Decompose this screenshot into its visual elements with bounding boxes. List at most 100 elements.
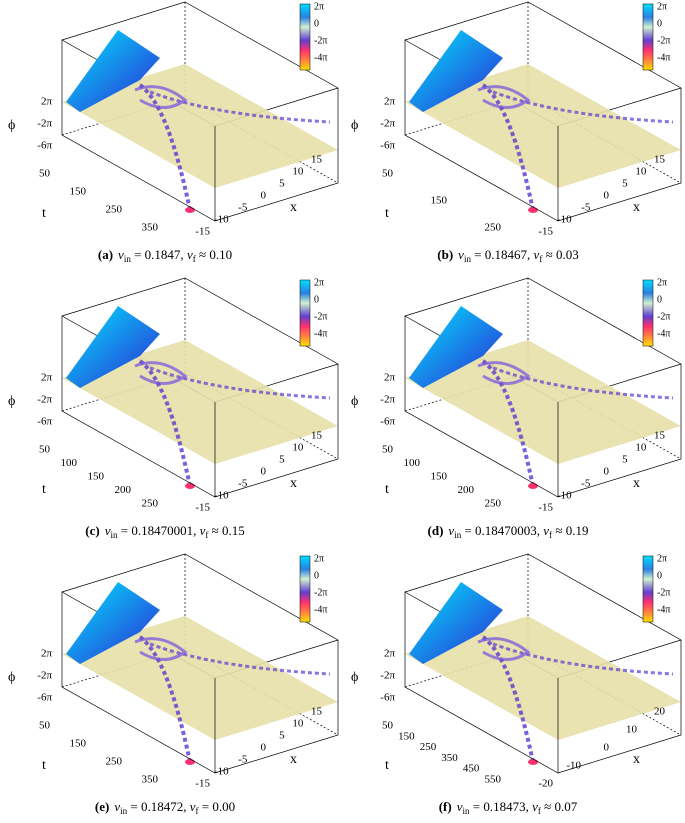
surface [405,340,681,464]
panel: 2π0-2π-4π2π-2π-6πϕ50150250350t151050-5-1… [8,1,339,264]
kink-trail [492,366,674,400]
x-axis-label: x [633,200,640,215]
x-tick-label: 5 [279,178,285,190]
x-tick-label: 15 [654,154,666,166]
colorbar-label: -2π [314,311,327,322]
x-tick-label: -5 [238,478,248,490]
surface [405,616,681,740]
t-axis-label: t [385,206,389,221]
caption-part: (a) [98,247,113,262]
t-tick-label: 200 [458,484,475,496]
x-tick-label: -5 [581,478,591,490]
phi-tick-label: 2π [41,96,53,108]
caption-part: v [105,523,111,538]
colorbar-label: -2π [657,587,670,598]
x-tick-label: 5 [279,730,285,742]
t-tick-label: 150 [398,730,415,742]
colorbar-label: -2π [314,587,327,598]
kink-trail [149,642,331,676]
phi-axis-label: ϕ [8,394,15,409]
colorbar-label: -2π [657,35,670,46]
spike [528,483,538,489]
bounce-region [134,85,188,109]
t-axis-label: t [42,758,46,773]
caption-part: v [532,799,538,814]
colorbar-label: 0 [314,294,319,305]
t-tick-label: 150 [431,471,448,483]
caption-part: = 0.18472, [127,799,190,814]
spike [528,207,538,213]
x-tick-label: 5 [622,178,628,190]
caption-part: v [200,523,206,538]
phi-axis-label: ϕ [8,118,15,133]
caption-part: f [539,254,542,264]
t-axis-label: t [385,758,389,773]
x-tick-label: -5 [238,202,248,214]
colorbar-label: 2π [657,1,667,12]
caption-part: f [196,806,199,816]
phi-tick-label: -2π [380,394,395,406]
phi-tick-label: 2π [384,372,396,384]
t-tick-label: 50 [382,720,394,732]
caption-part: in [124,254,132,264]
colorbar-label: -4π [314,604,327,615]
t-tick-label: 50 [382,168,394,180]
x-axis-label: x [290,200,297,215]
phi-tick-label: -6π [37,692,52,704]
phi-tick-label: -6π [380,140,395,152]
kink-trail [481,635,535,763]
t-tick-label: 250 [420,741,437,753]
colorbar [299,3,311,71]
t-tick-label: 150 [431,195,448,207]
caption-part: = 0.18470001, [117,523,199,538]
kink-trail [138,83,192,211]
caption-part: in [110,530,118,540]
colorbar-label: -4π [657,604,670,615]
x-tick-label: 10 [626,724,638,736]
phi-tick-label: 2π [41,372,53,384]
kink-trail [481,359,535,487]
caption-part: ≈ 0.10 [196,247,232,262]
t-tick-label: 250 [485,222,502,234]
x-tick-label: -5 [581,202,591,214]
caption-part: in [120,806,128,816]
soliton-blob [409,306,503,388]
caption-part: = 0.00 [199,799,236,814]
spike [185,483,195,489]
colorbar [299,555,311,623]
caption-part: v [457,799,463,814]
x-tick-label: 10 [635,442,647,454]
x-tick-label: 5 [279,454,285,466]
x-tick-label: 15 [654,430,666,442]
caption: (c) vin = 0.18470001, vf ≈ 0.15 [85,523,245,540]
colorbar [299,279,311,347]
soliton-blob [66,582,160,664]
colorbar-label: 0 [314,570,319,581]
colorbar [642,3,654,71]
t-tick-label: 150 [88,471,105,483]
surface [62,616,338,740]
kink-trail [492,642,674,676]
x-tick-label: -15 [195,778,210,790]
kink-trail [138,359,192,487]
t-axis-label: t [42,482,46,497]
caption-part: (e) [95,799,109,814]
x-tick-label: 0 [604,190,610,202]
caption-part: v [114,799,120,814]
caption: (e) vin = 0.18472, vf = 0.00 [95,799,235,816]
colorbar-label: 2π [314,553,324,564]
x-tick-label: -15 [538,226,553,238]
colorbar [642,555,654,623]
kink-trail [138,635,192,763]
t-axis-label: t [42,206,46,221]
panel: 2π0-2π-4π2π-2π-6πϕ50100150200250t151050-… [351,277,682,540]
spike [185,759,195,765]
colorbar-label: 0 [657,570,662,581]
kink-trail [149,366,331,400]
x-axis-label: x [290,752,297,767]
caption-part: (c) [85,523,99,538]
t-tick-label: 350 [441,752,458,764]
phi-tick-label: -6π [37,140,52,152]
colorbar-label: -2π [314,35,327,46]
